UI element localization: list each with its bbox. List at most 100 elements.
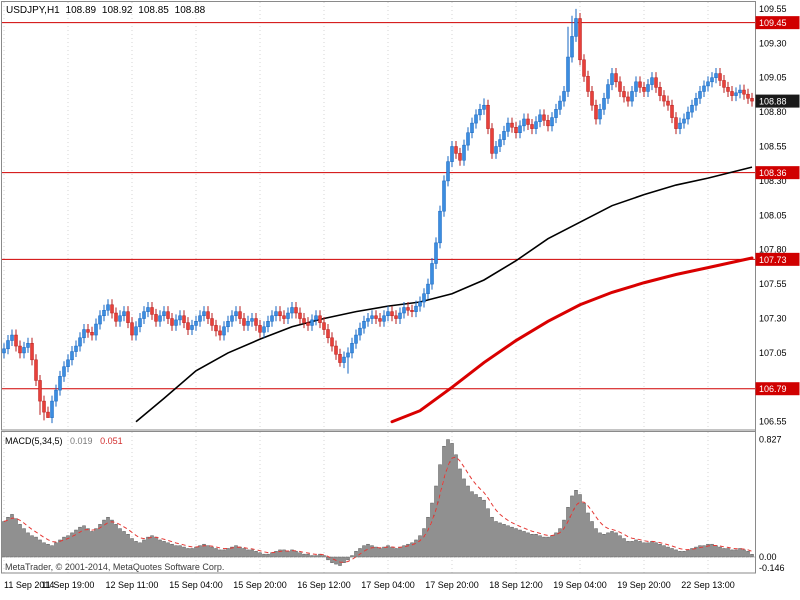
macd-bar	[330, 556, 334, 563]
macd-bar	[150, 535, 154, 558]
time-axis-label: 11 Sep 19:00	[42, 580, 95, 590]
macd-bar	[70, 532, 74, 558]
candle	[478, 103, 482, 121]
macd-bar	[706, 543, 710, 558]
macd-bar	[322, 555, 326, 558]
macd-bar	[158, 539, 162, 558]
price-level-badge-label: 108.36	[759, 168, 787, 178]
time-axis-label: 16 Sep 12:00	[297, 580, 351, 590]
candle	[242, 313, 246, 331]
macd-bar	[342, 556, 346, 563]
candle	[490, 123, 494, 159]
candle	[206, 306, 210, 325]
candle	[438, 205, 442, 249]
macd-bar	[662, 545, 666, 558]
candle	[222, 321, 226, 341]
candle	[178, 310, 182, 326]
price-tick-label: 107.30	[759, 314, 787, 324]
macd-bar	[250, 549, 254, 558]
candle	[258, 319, 262, 338]
macd-bar	[202, 543, 206, 558]
candle	[722, 74, 726, 93]
macd-bar	[546, 536, 550, 558]
macd-bar	[94, 528, 98, 558]
candle	[282, 310, 286, 325]
macd-bar	[222, 549, 226, 558]
candle	[342, 351, 346, 369]
macd-bar	[90, 531, 94, 558]
ma-red-line	[390, 256, 754, 424]
symbol-period-label: USDJPY,H1	[6, 5, 60, 16]
chart-ohlc-header: USDJPY,H1 108.89 108.92 108.85 108.88	[6, 5, 208, 16]
macd-bar	[262, 553, 266, 558]
candle	[34, 354, 38, 386]
macd-bar	[46, 543, 50, 558]
candle	[286, 307, 290, 325]
macd-bar	[686, 549, 690, 558]
time-axis-label: 19 Sep 04:00	[553, 580, 607, 590]
candle	[238, 306, 242, 325]
candle	[366, 313, 370, 327]
candle	[566, 26, 570, 97]
price-level-badge-label: 109.45	[759, 18, 787, 28]
metatrader-watermark: MetaTrader, © 2001-2014, MetaQuotes Soft…	[5, 562, 225, 572]
candle	[486, 99, 490, 135]
macd-bar	[286, 551, 290, 558]
candle	[550, 112, 554, 132]
candle	[450, 140, 454, 168]
macd-bar	[310, 555, 314, 558]
macd-bar	[506, 525, 510, 558]
macd-bar	[418, 535, 422, 558]
macd-bar	[14, 518, 18, 558]
macd-bar	[498, 522, 502, 558]
candle	[58, 370, 62, 396]
candle	[510, 117, 514, 133]
macd-bar	[2, 521, 6, 558]
candle	[314, 310, 318, 326]
candle	[610, 68, 614, 91]
macd-bar	[114, 524, 118, 558]
candle	[214, 319, 218, 337]
candle	[662, 90, 666, 107]
macd-bar	[442, 445, 446, 558]
candle	[370, 310, 374, 325]
macd-bar	[50, 545, 54, 558]
macd-bar	[18, 524, 22, 558]
macd-bar	[218, 549, 222, 558]
price-tick-label: 108.80	[759, 107, 787, 117]
candle	[414, 300, 418, 318]
candle	[374, 310, 378, 325]
candle	[446, 156, 450, 187]
price-tick-label: 106.55	[759, 417, 787, 427]
macd-bar	[242, 548, 246, 558]
macd-signal-value: 0.051	[100, 436, 123, 446]
macd-bar	[62, 536, 66, 558]
macd-bar	[750, 554, 754, 558]
macd-bar	[346, 556, 350, 561]
candle	[418, 296, 422, 312]
candle	[158, 310, 162, 327]
candle	[714, 68, 718, 84]
candle	[726, 81, 730, 97]
macd-bar	[502, 524, 506, 558]
macd-bar	[258, 552, 262, 558]
candle	[650, 72, 654, 91]
candle	[430, 257, 434, 290]
candle	[466, 127, 470, 151]
macd-bar	[178, 545, 182, 558]
macd-bar	[414, 539, 418, 558]
macd-bar	[190, 548, 194, 558]
macd-bar	[518, 529, 522, 558]
candle	[22, 341, 26, 359]
macd-bar	[486, 508, 490, 558]
macd-bar	[98, 524, 102, 558]
macd-bar	[74, 529, 78, 558]
price-tick-label: 109.55	[759, 4, 787, 14]
macd-bar	[718, 546, 722, 558]
candle	[106, 299, 110, 316]
candle	[210, 313, 214, 331]
macd-bar	[494, 521, 498, 558]
candle	[94, 318, 98, 341]
macd-bar	[430, 502, 434, 558]
